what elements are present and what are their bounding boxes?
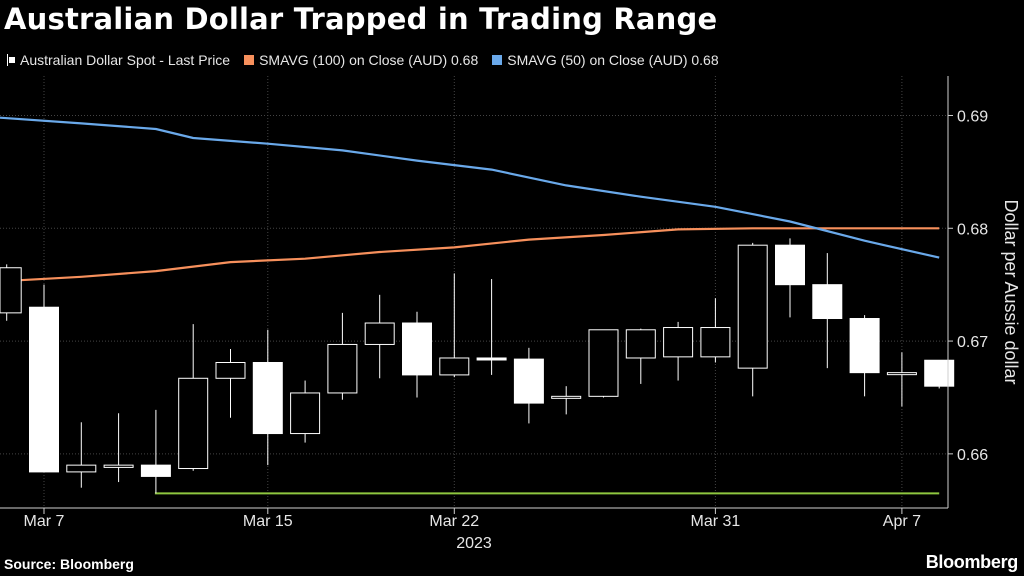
sma100-line	[0, 227, 940, 283]
legend-item-sma100: SMAVG (100) on Close (AUD) 0.68	[244, 52, 478, 68]
candle-body	[66, 464, 97, 473]
candle-body	[476, 357, 507, 361]
legend: Australian Dollar Spot - Last Price SMAV…	[6, 51, 733, 69]
candle-body	[0, 267, 22, 314]
legend-label-sma100: SMAVG (100) on Close (AUD) 0.68	[259, 52, 479, 68]
chart-title: Australian Dollar Trapped in Trading Ran…	[4, 2, 718, 36]
candle	[513, 347, 544, 424]
x-year-label: 2023	[456, 535, 492, 552]
grid-layer	[0, 76, 948, 508]
candle	[178, 324, 209, 471]
source-note: Source: Bloomberg	[4, 556, 134, 572]
candle	[700, 298, 731, 363]
candle	[252, 329, 283, 466]
candle-body	[327, 343, 358, 394]
candle	[215, 348, 246, 418]
candle-body	[178, 377, 209, 470]
candle	[402, 311, 432, 398]
y-tick-label: 0.67	[957, 334, 988, 351]
candle	[290, 380, 321, 443]
candle	[775, 238, 805, 318]
axis-layer: 0.66 0.67 0.68 0.69 Mar 7 Mar 15 Mar 22 Mar 31 A…	[0, 76, 1021, 552]
candle-body	[140, 464, 171, 477]
x-tick-label: Mar 7	[24, 513, 65, 530]
sma50-swatch-icon	[492, 55, 503, 65]
bloomberg-logo: Bloomberg	[925, 552, 1019, 572]
candle	[886, 352, 917, 407]
legend-label-spot: Australian Dollar Spot - Last Price	[20, 52, 231, 68]
candle-body	[700, 327, 731, 358]
candle-body	[103, 464, 134, 468]
sma100-swatch-icon	[244, 55, 255, 65]
candle	[140, 409, 171, 494]
sma50-line	[0, 116, 940, 259]
candle	[625, 328, 656, 384]
candle	[551, 386, 582, 415]
candle	[327, 312, 358, 400]
candle	[476, 279, 507, 375]
line-layer	[0, 116, 940, 495]
candle-body	[775, 244, 805, 286]
candle-body	[924, 359, 955, 387]
candle-body	[439, 357, 470, 376]
candle-body	[588, 329, 619, 397]
candle-body	[513, 358, 544, 404]
candle-body	[402, 322, 432, 376]
x-tick-label: Apr 7	[883, 513, 921, 530]
y-tick-label: 0.68	[957, 221, 988, 238]
candle	[812, 253, 843, 369]
candle	[663, 321, 694, 381]
candle-body	[886, 372, 917, 376]
x-tick-label: Mar 22	[429, 513, 479, 530]
candle-body	[551, 395, 582, 399]
y-axis-label: Dollar per Aussie dollar	[1001, 199, 1021, 384]
candle-body	[290, 392, 321, 435]
candle-body	[252, 361, 283, 435]
candle-body	[625, 329, 656, 359]
candle	[103, 413, 134, 483]
candle-body	[812, 284, 843, 320]
candle	[439, 273, 470, 378]
candle-layer	[0, 238, 955, 494]
candle	[0, 264, 22, 321]
candle	[849, 315, 880, 397]
legend-label-sma50: SMAVG (50) on Close (AUD) 0.68	[507, 52, 719, 68]
candle	[29, 284, 59, 473]
candle-body	[849, 318, 880, 374]
candle	[737, 242, 768, 397]
candle	[66, 422, 97, 488]
y-tick-label: 0.66	[957, 447, 988, 464]
legend-item-spot: Australian Dollar Spot - Last Price	[6, 52, 230, 68]
y-tick-label: 0.69	[957, 108, 988, 125]
candle-body	[663, 327, 694, 358]
x-tick-label: Mar 15	[243, 513, 293, 530]
legend-item-sma50: SMAVG (50) on Close (AUD) 0.68	[492, 52, 719, 68]
candle-body	[215, 361, 246, 379]
candle	[924, 359, 955, 389]
candle-body	[364, 322, 395, 345]
candle	[588, 329, 619, 398]
candle-legend-icon	[6, 54, 16, 66]
candle-body	[737, 244, 768, 369]
candle-body	[29, 306, 59, 473]
candle	[364, 294, 395, 379]
x-tick-label: Mar 31	[691, 513, 741, 530]
